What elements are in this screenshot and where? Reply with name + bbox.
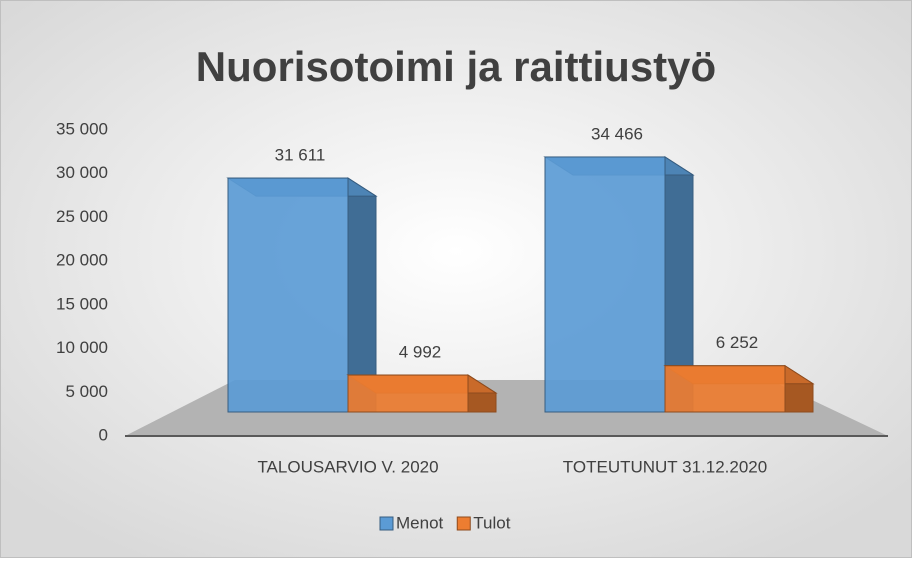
bar bbox=[347, 374, 469, 413]
y-tick-label: 10 000 bbox=[56, 338, 108, 357]
chart-title: Nuorisotoimi ja raittiustyö bbox=[196, 43, 716, 90]
bar bbox=[664, 365, 786, 413]
bar bbox=[227, 177, 349, 413]
data-label: 4 992 bbox=[399, 343, 442, 362]
y-tick-label: 30 000 bbox=[56, 163, 108, 182]
data-label: 6 252 bbox=[716, 333, 759, 352]
y-tick-label: 25 000 bbox=[56, 207, 108, 226]
x-tick-label: TALOUSARVIO V. 2020 bbox=[257, 457, 438, 476]
data-label: 31 611 bbox=[275, 146, 326, 165]
y-tick-label: 35 000 bbox=[56, 119, 108, 138]
data-label: 34 466 bbox=[591, 124, 643, 143]
y-tick-label: 0 bbox=[99, 425, 108, 444]
y-tick-label: 5 000 bbox=[65, 382, 108, 401]
legend-label: Tulot bbox=[473, 513, 510, 532]
legend-swatch bbox=[379, 516, 394, 531]
bar bbox=[544, 156, 666, 413]
y-tick-label: 15 000 bbox=[56, 294, 108, 313]
y-tick-label: 20 000 bbox=[56, 251, 108, 270]
x-tick-label: TOTEUTUNUT 31.12.2020 bbox=[563, 457, 767, 476]
legend-swatch bbox=[456, 516, 471, 531]
legend-label: Menot bbox=[396, 513, 444, 532]
